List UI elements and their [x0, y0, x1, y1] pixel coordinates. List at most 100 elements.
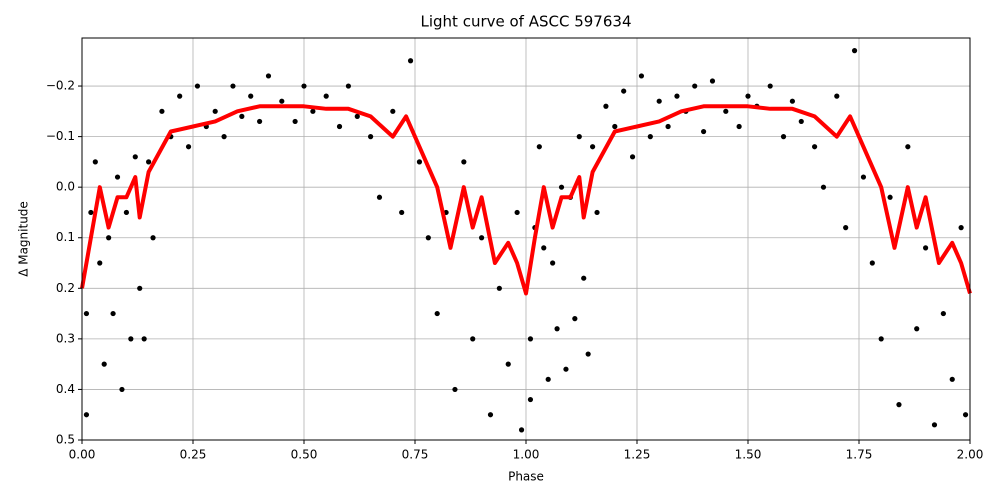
data-point [301, 83, 307, 89]
data-point [629, 154, 636, 160]
y-tick-label: 0.4 [56, 382, 75, 396]
data-point [470, 336, 476, 342]
data-point [194, 83, 201, 89]
x-tick-label: 1.50 [735, 448, 762, 462]
data-point [221, 134, 227, 140]
data-point [958, 225, 964, 231]
data-point [923, 245, 929, 251]
data-point [590, 144, 596, 150]
x-tick-label: 1.25 [624, 448, 651, 462]
data-point [514, 209, 520, 216]
data-point [701, 128, 707, 135]
data-point [399, 209, 405, 216]
data-point [812, 144, 818, 150]
data-point [101, 361, 107, 367]
data-point [896, 402, 902, 408]
data-point [88, 209, 94, 216]
data-point [940, 310, 946, 317]
data-point [505, 361, 511, 367]
data-point [97, 260, 103, 266]
data-point [527, 396, 534, 403]
data-point [789, 98, 796, 104]
data-point [798, 118, 804, 125]
y-axis-label: Δ Magnitude [17, 201, 31, 277]
data-point [452, 386, 458, 393]
data-point [545, 376, 551, 382]
x-tick-label: 1.00 [513, 448, 540, 462]
data-point [114, 174, 121, 180]
data-point [128, 336, 134, 342]
data-point [376, 194, 383, 200]
data-point [150, 235, 156, 241]
data-point [479, 235, 485, 241]
data-point [736, 123, 742, 130]
data-point [536, 144, 542, 150]
data-point [461, 159, 467, 165]
data-point [709, 78, 716, 84]
data-point [141, 336, 147, 342]
data-point [621, 88, 627, 94]
data-point [558, 184, 565, 190]
data-point [843, 225, 849, 231]
data-point [541, 245, 547, 251]
data-point [914, 326, 920, 332]
data-point [860, 174, 867, 180]
data-point [230, 83, 236, 89]
data-point [425, 235, 431, 241]
data-point [674, 93, 680, 99]
data-point [354, 113, 360, 119]
data-point [212, 108, 218, 114]
data-point [110, 310, 116, 317]
x-tick-label: 0.75 [402, 448, 429, 462]
data-point [585, 351, 591, 357]
data-point [612, 123, 618, 130]
data-point [767, 83, 773, 89]
data-point [239, 113, 245, 119]
y-tick-label: −0.2 [46, 79, 75, 93]
data-point [185, 144, 192, 150]
x-tick-label: 0.25 [180, 448, 207, 462]
data-point [310, 108, 316, 114]
data-point [834, 93, 840, 99]
data-point [572, 316, 578, 322]
data-point [594, 209, 600, 216]
x-tick-label: 0.00 [69, 448, 96, 462]
data-point [563, 366, 569, 372]
y-tick-label: 0.5 [56, 433, 75, 447]
data-point [780, 134, 787, 140]
data-point [496, 285, 502, 291]
x-tick-label: 2.00 [957, 448, 984, 462]
y-tick-label: 0.1 [56, 230, 75, 244]
data-point [962, 412, 969, 418]
data-point [159, 108, 165, 114]
data-point [723, 108, 729, 114]
data-point [581, 275, 587, 281]
data-point [257, 118, 263, 125]
data-point [119, 386, 125, 393]
data-point [323, 93, 329, 99]
data-point [390, 108, 396, 114]
data-point [820, 184, 827, 190]
data-point [106, 235, 112, 241]
data-point [137, 285, 143, 291]
data-point [434, 310, 440, 317]
data-point [905, 144, 911, 150]
plot-area [80, 48, 972, 433]
data-point [576, 134, 582, 140]
data-point [869, 260, 875, 266]
smoothed-curve [80, 104, 972, 296]
y-tick-label: 0.3 [56, 331, 75, 345]
data-point [518, 427, 525, 433]
x-tick-label: 1.75 [846, 448, 873, 462]
data-point [336, 123, 343, 130]
data-point [638, 73, 645, 79]
data-point [265, 73, 272, 79]
data-point [416, 159, 423, 165]
data-point [931, 422, 938, 428]
data-point [132, 154, 138, 160]
data-point [647, 134, 653, 140]
data-point [279, 98, 285, 104]
data-point [887, 194, 893, 200]
data-point [745, 93, 751, 99]
data-point [665, 123, 671, 130]
